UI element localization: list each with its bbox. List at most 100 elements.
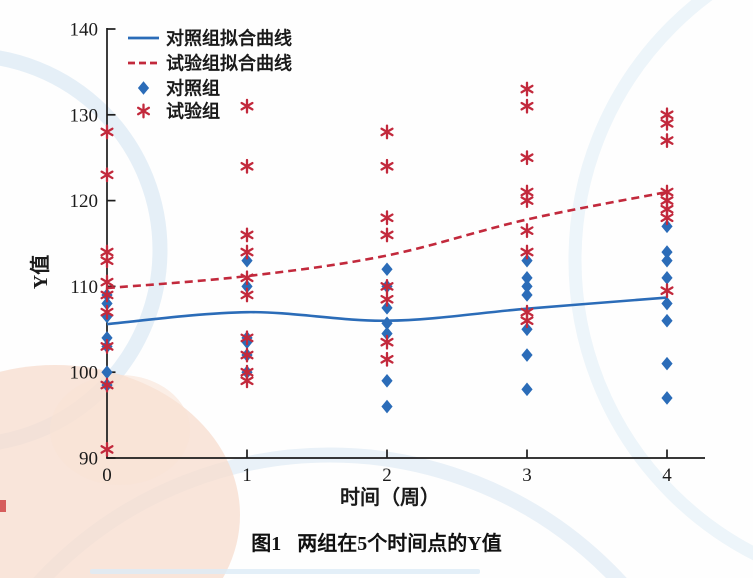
scatter-point-control <box>661 356 673 371</box>
asterisk-stroke <box>240 161 254 171</box>
watermark-streak <box>90 569 480 574</box>
asterisk-stroke <box>100 380 114 390</box>
y-axis-title: Y值 <box>28 255 52 289</box>
scatter-point-treatment <box>240 158 254 174</box>
scatter-point-control <box>521 288 533 302</box>
scatter-point-control <box>101 296 113 311</box>
caption-number: 图1 <box>251 533 282 555</box>
asterisk-stroke <box>240 273 254 283</box>
asterisk-stroke <box>380 230 394 240</box>
control-points <box>101 219 673 414</box>
legend-label-control_fit: 对照组拟合曲线 <box>166 28 292 49</box>
asterisk-stroke <box>520 196 534 205</box>
asterisk-stroke <box>660 187 674 197</box>
scatter-point-treatment <box>240 227 254 243</box>
scatter-point-treatment <box>100 124 114 140</box>
scatter-point-control <box>521 279 533 294</box>
scatter-point-control <box>661 296 673 311</box>
scatter-point-control <box>661 253 673 268</box>
scatter-point-treatment <box>660 133 674 148</box>
scatter-point-control <box>381 262 393 277</box>
asterisk-stroke <box>660 136 674 145</box>
scatter-point-treatment <box>520 81 534 97</box>
scatter-point-treatment <box>100 339 114 354</box>
scatter-point-treatment <box>520 313 534 329</box>
scatter-point-treatment <box>100 377 114 393</box>
asterisk-stroke <box>520 84 534 94</box>
figure-caption: 图1 两组在5个时间点的Y值 <box>0 527 753 556</box>
scatter-point-control <box>381 326 393 341</box>
asterisk-stroke <box>100 256 114 266</box>
asterisk-stroke <box>240 290 254 300</box>
scatter-point-treatment <box>520 244 534 260</box>
scatter-point-control <box>661 219 673 234</box>
scatter-point-treatment <box>380 334 394 350</box>
scatter-point-control <box>381 373 393 388</box>
legend-label-treatment: 试验组 <box>166 101 220 122</box>
asterisk-stroke <box>100 342 114 351</box>
scatter-point-treatment <box>520 98 534 114</box>
y-tick-label-120: 120 <box>70 191 99 212</box>
asterisk-stroke <box>520 307 534 317</box>
scatter-point-treatment <box>100 304 114 320</box>
y-tick-label-110: 110 <box>70 277 98 298</box>
asterisk-stroke <box>240 333 254 343</box>
scatter-point-treatment <box>660 283 674 299</box>
legend-asterisk-icon <box>136 103 151 119</box>
asterisk-stroke <box>660 213 674 223</box>
asterisk-stroke <box>520 226 534 235</box>
treatment-points <box>100 81 674 457</box>
asterisk-stroke <box>240 350 254 360</box>
scatter-point-control <box>101 331 113 345</box>
scatter-point-control <box>521 253 533 268</box>
y-tick-label-90: 90 <box>79 449 98 470</box>
scatter-point-treatment <box>100 167 114 183</box>
scatter-point-treatment <box>660 115 674 131</box>
asterisk-stroke <box>100 170 114 180</box>
scatter-point-control <box>661 245 673 259</box>
scatter-point-control <box>101 365 113 379</box>
asterisk-stroke <box>380 337 394 347</box>
legend-diamond-icon <box>137 81 150 95</box>
treatment_fit-curve <box>106 190 668 290</box>
x-tick-label-0: 0 <box>102 465 112 486</box>
asterisk-stroke <box>380 161 394 171</box>
scatter-point-treatment <box>380 210 394 226</box>
legend-label-treatment_fit: 试验组拟合曲线 <box>166 53 292 74</box>
asterisk-stroke <box>660 196 674 205</box>
scatter-point-treatment <box>100 253 114 269</box>
x-tick-label-4: 4 <box>662 465 672 486</box>
scatter-point-control <box>661 391 673 405</box>
scatter-point-treatment <box>660 210 674 226</box>
watermark-arc <box>0 50 168 450</box>
caption-title: 两组在5个时间点的Y值 <box>297 533 502 555</box>
asterisk-stroke <box>520 316 534 326</box>
asterisk-stroke <box>240 376 254 386</box>
asterisk-stroke <box>240 101 254 111</box>
asterisk-stroke <box>520 187 534 197</box>
scatter-point-control <box>241 279 253 294</box>
scatter-point-treatment <box>520 223 534 239</box>
scatter-point-control <box>661 313 673 328</box>
watermark-stamp <box>0 500 6 512</box>
watermark-arc <box>33 447 627 578</box>
y-tick-label-100: 100 <box>70 363 99 384</box>
scatter-point-treatment <box>100 274 114 290</box>
scatter-plot: 90 100 110 120 130 140 0 1 2 3 4 时间（周） Y值 对照组拟合曲线试验组拟… <box>28 20 705 509</box>
scatter-point-treatment <box>380 227 394 243</box>
asterisk-stroke <box>240 367 254 377</box>
scatter-point-control <box>521 382 533 397</box>
scatter-point-treatment <box>380 291 394 307</box>
asterisk-stroke <box>380 294 394 304</box>
asterisk-stroke <box>240 247 254 257</box>
asterisk-stroke <box>100 247 114 257</box>
scatter-point-control <box>381 316 393 331</box>
scatter-point-control <box>661 271 673 285</box>
legend-item-treatment <box>136 103 151 119</box>
scatter-point-treatment <box>240 244 254 260</box>
x-axis-title: 时间（周） <box>340 486 440 509</box>
scatter-point-control <box>521 271 533 285</box>
x-tick-label-2: 2 <box>382 465 392 486</box>
scatter-point-control <box>521 348 533 362</box>
scatter-point-treatment <box>100 441 114 457</box>
